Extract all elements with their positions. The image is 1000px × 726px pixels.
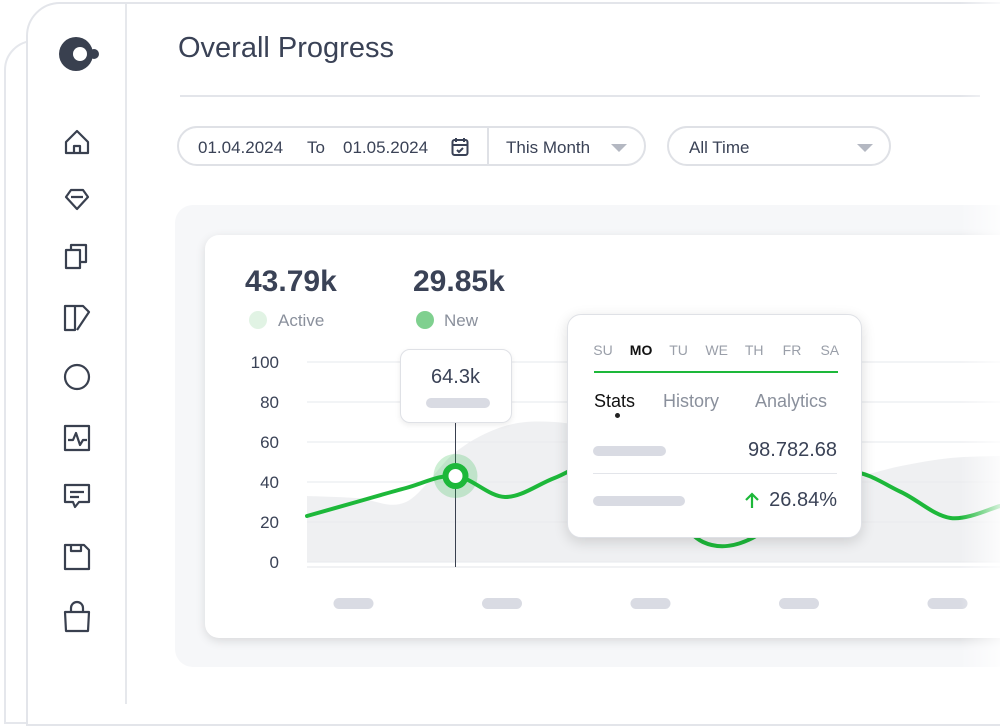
period-select[interactable]: This Month — [506, 138, 591, 157]
stat-new-value: 29.85k — [413, 265, 505, 298]
icon-home[interactable] — [64, 129, 90, 155]
legend-dot — [416, 311, 434, 329]
date-to[interactable]: 01.05.2024 — [343, 138, 429, 157]
stat-new-label: New — [444, 311, 479, 330]
x-label-placeholder — [630, 598, 671, 609]
day-tab[interactable]: SU — [593, 342, 613, 358]
day-tab[interactable]: TU — [669, 342, 688, 358]
calendar-icon[interactable] — [451, 137, 469, 157]
icon-message[interactable] — [63, 483, 91, 509]
y-tick-label: 0 — [270, 553, 279, 572]
marker-label: 64.3k — [431, 366, 480, 388]
x-label-placeholder — [333, 598, 374, 609]
sidebar-icons — [59, 37, 99, 633]
icon-book[interactable] — [63, 304, 91, 332]
page: Overall Progress 01.04.2024 To 01.05.202… — [4, 0, 1000, 726]
day-tab[interactable]: FR — [782, 342, 802, 358]
up-arrow — [745, 492, 759, 508]
x-label-placeholder — [927, 598, 968, 609]
x-label-placeholder — [482, 598, 522, 609]
row-value: 26.84% — [769, 489, 837, 511]
divider — [180, 95, 980, 97]
marker-point — [442, 463, 469, 489]
range-select[interactable]: All Time — [667, 126, 891, 166]
date-filter[interactable]: 01.04.2024 To 01.05.2024 This Month — [177, 126, 646, 166]
stat-active-label: Active — [278, 311, 325, 330]
day-tab[interactable]: SA — [820, 342, 840, 358]
day-tab[interactable]: TH — [744, 342, 764, 358]
page-title: Overall Progress — [178, 32, 394, 64]
placeholder — [593, 446, 666, 456]
x-label-placeholder — [779, 598, 819, 609]
popup-tab[interactable]: Analytics — [755, 391, 828, 411]
dropdown-arrow[interactable] — [611, 144, 627, 152]
y-tick-label: 60 — [260, 433, 279, 452]
day-tab[interactable]: MO — [629, 342, 653, 358]
placeholder — [425, 398, 490, 408]
y-tick-label: 20 — [260, 513, 279, 532]
right-fade — [960, 0, 1000, 700]
tab-dot — [615, 413, 620, 418]
date-from[interactable]: 01.04.2024 — [198, 138, 284, 157]
y-tick-label: 80 — [260, 393, 279, 412]
dropdown-arrow[interactable] — [857, 144, 873, 152]
y-tick-label: 100 — [251, 353, 279, 372]
popup-tab[interactable]: Stats — [594, 391, 636, 411]
row-divider — [593, 473, 837, 474]
stats-popup: 98.782.68 26.84% SU MO TU WE TH FR SA Stats Hist… — [567, 314, 862, 538]
popup-tab[interactable]: History — [663, 391, 720, 411]
icon-activity[interactable] — [63, 424, 91, 452]
icon-bag[interactable] — [63, 600, 91, 633]
row-value: 98.782.68 — [748, 439, 837, 461]
sidebar — [28, 4, 127, 704]
logo — [59, 37, 99, 71]
y-tick-label: 40 — [260, 473, 279, 492]
placeholder — [593, 496, 685, 506]
day-tab[interactable]: WE — [705, 342, 728, 358]
date-to-label: To — [307, 138, 325, 157]
icon-gem[interactable] — [64, 188, 90, 211]
stat-active-value: 43.79k — [245, 265, 337, 298]
legend-dot — [249, 311, 267, 329]
range-value[interactable]: All Time — [689, 138, 750, 157]
pill-divider — [487, 128, 489, 164]
icon-copy[interactable] — [64, 243, 88, 270]
marker-tooltip: 64.3k — [399, 349, 512, 423]
day-underline — [594, 371, 838, 373]
icon-save[interactable] — [63, 543, 91, 571]
icon-gauge[interactable] — [63, 363, 91, 391]
